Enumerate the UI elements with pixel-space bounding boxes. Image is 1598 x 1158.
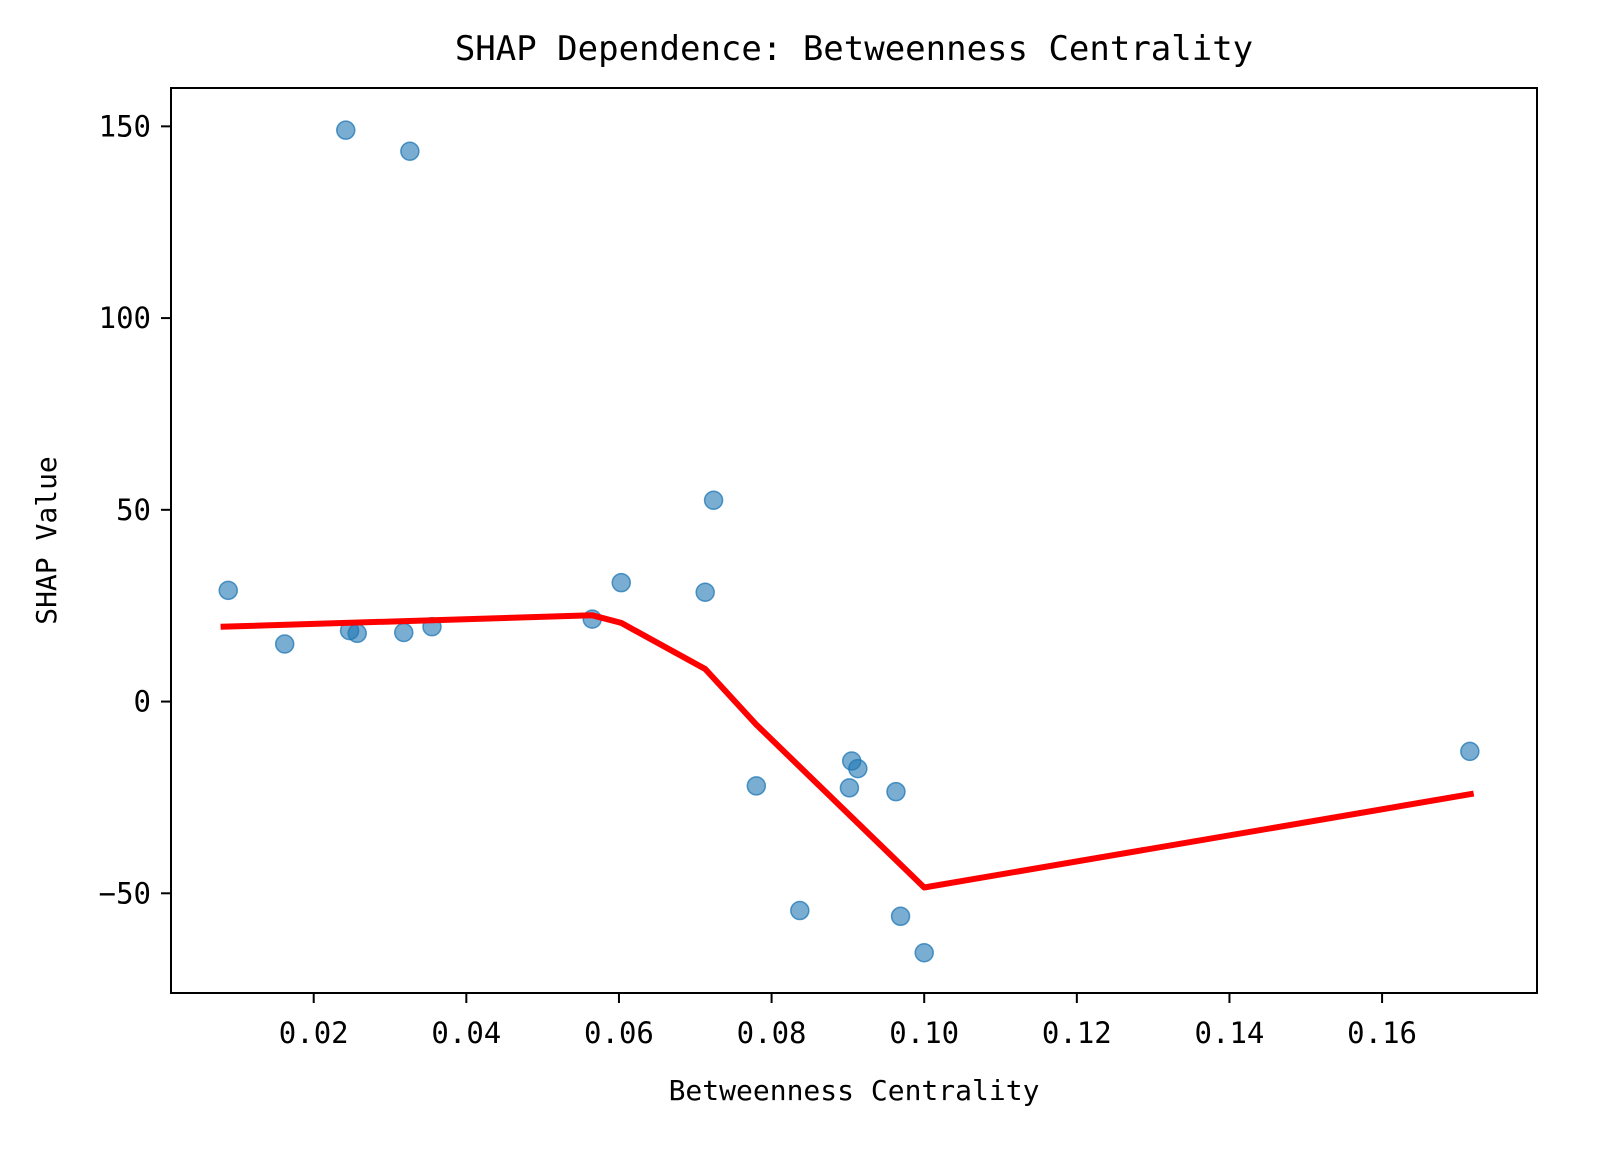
scatter-point xyxy=(848,758,868,779)
plot-area xyxy=(218,120,1480,963)
scatter-point xyxy=(695,582,715,603)
scatter-point xyxy=(336,120,356,140)
scatter-point xyxy=(347,623,367,644)
x-tick-label: 0.06 xyxy=(584,1016,654,1050)
x-tick-label: 0.02 xyxy=(279,1016,349,1050)
scatter-point xyxy=(703,490,724,510)
y-tick-label: 0 xyxy=(134,685,151,719)
scatter-point xyxy=(890,906,911,927)
x-tick-label: 0.16 xyxy=(1347,1016,1417,1050)
trend-line xyxy=(220,612,1475,891)
y-tick-label: 150 xyxy=(99,109,151,143)
y-tick-label: −50 xyxy=(99,876,151,910)
scatter-point xyxy=(394,622,414,643)
x-tick-label: 0.10 xyxy=(889,1016,959,1050)
y-tick-label: 100 xyxy=(99,301,151,335)
scatter-point xyxy=(218,580,238,601)
scatter-point xyxy=(611,572,631,593)
scatter-point xyxy=(839,778,860,798)
x-tick-label: 0.04 xyxy=(431,1016,501,1050)
x-axis-label: Betweenness Centrality xyxy=(669,1074,1040,1107)
plot-frame xyxy=(170,87,1538,994)
scatter-point xyxy=(746,776,767,796)
scatter-point xyxy=(1460,741,1480,762)
y-axis-label: SHAP Value xyxy=(30,456,63,625)
x-tick-label: 0.08 xyxy=(737,1016,807,1050)
x-tick-label: 0.12 xyxy=(1042,1016,1112,1050)
scatter-point xyxy=(274,634,295,654)
scatter-point xyxy=(400,141,420,162)
chart-title: SHAP Dependence: Betweenness Centrality xyxy=(455,29,1253,69)
axes: 0.02 0.04 0.06 0.08 0.10 0.12 0.14 0.16 150 100 50… xyxy=(99,87,1538,1050)
scatter-point xyxy=(886,781,906,802)
scatter-point xyxy=(914,942,934,963)
y-tick-label: 50 xyxy=(116,493,151,527)
scatter-point xyxy=(790,900,810,921)
x-tick-label: 0.14 xyxy=(1195,1016,1265,1050)
